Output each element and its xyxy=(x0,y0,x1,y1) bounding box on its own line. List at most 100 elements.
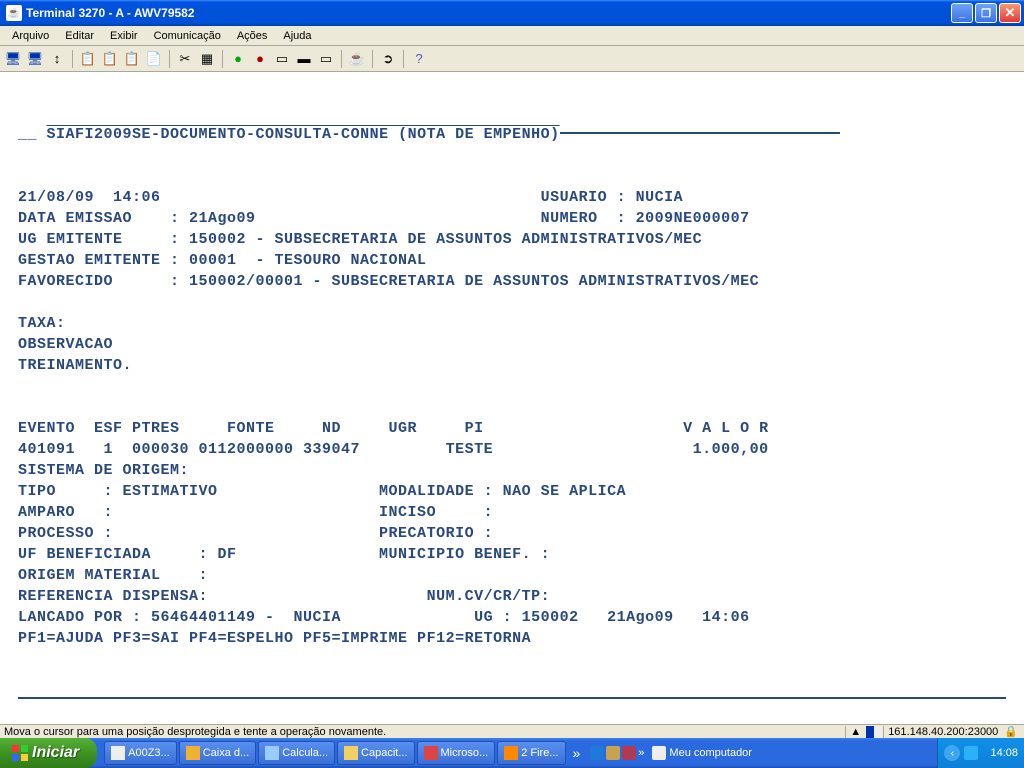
taskbar-item[interactable]: Capacit... xyxy=(337,741,414,765)
taskbar-item[interactable]: Caixa d... xyxy=(179,741,256,765)
terminal-line: TAXA: xyxy=(18,313,1006,334)
connection-icon xyxy=(866,726,882,738)
menu-arquivo[interactable]: Arquivo xyxy=(4,28,57,44)
header-line xyxy=(560,132,840,134)
terminal-line: UF BENEFICIADA : DF MUNICIPIO BENEF. : xyxy=(18,544,1006,565)
terminal-line: PROCESSO : PRECATORIO : xyxy=(18,523,1006,544)
app-icon xyxy=(111,746,125,760)
taskbar-item[interactable]: Calcula... xyxy=(258,741,335,765)
toolbar-separator xyxy=(222,50,223,68)
terminal-line xyxy=(18,376,1006,397)
close-button[interactable]: ✕ xyxy=(999,3,1021,23)
desktop-label[interactable]: Meu computador xyxy=(652,746,752,760)
taskbar-item-label: Caixa d... xyxy=(203,747,249,759)
terminal-line: TREINAMENTO. xyxy=(18,355,1006,376)
toolbar-icon[interactable]: ✂ xyxy=(176,50,194,68)
tray-expand-icon[interactable]: ‹ xyxy=(944,745,960,761)
quick-icon[interactable] xyxy=(622,746,636,760)
terminal-line xyxy=(18,292,1006,313)
scroll-up-icon[interactable]: ▲ xyxy=(845,726,865,738)
taskbar-item-label: 2 Fire... xyxy=(521,747,558,759)
quick-launch: » xyxy=(586,746,648,760)
quick-icon[interactable] xyxy=(606,746,620,760)
toolbar-icon[interactable]: ▭ xyxy=(317,50,335,68)
terminal-line: PF1=AJUDA PF3=SAI PF4=ESPELHO PF5=IMPRIM… xyxy=(18,628,1006,649)
system-tray: ‹ 14:08 xyxy=(937,738,1024,768)
toolbar-icon[interactable]: ▦ xyxy=(198,50,216,68)
terminal-line: EVENTO ESF PTRES FONTE ND UGR PI V A L O… xyxy=(18,418,1006,439)
menubar: Arquivo Editar Exibir Comunicação Ações … xyxy=(0,26,1024,46)
lock-icon: 🔒 xyxy=(1002,725,1020,738)
taskbar-item-label: Calcula... xyxy=(282,747,328,759)
clock: 14:08 xyxy=(990,747,1018,759)
toolbar-separator xyxy=(341,50,342,68)
windows-logo-icon xyxy=(12,745,28,761)
toolbar-icon[interactable]: ➲ xyxy=(379,50,397,68)
taskbar-chevron[interactable]: » xyxy=(573,745,581,761)
toolbar-separator xyxy=(169,50,170,68)
terminal-line: GESTAO EMITENTE : 00001 - TESOURO NACION… xyxy=(18,250,1006,271)
quick-chevron[interactable]: » xyxy=(638,747,644,759)
copy-icon[interactable]: 📋 xyxy=(123,50,141,68)
taskbar-item-label: A00Z3... xyxy=(128,747,170,759)
start-button[interactable]: Iniciar xyxy=(0,738,97,768)
maximize-button[interactable]: ❐ xyxy=(975,3,997,23)
header-text: SIAFI2009SE-DOCUMENTO-CONSULTA-CONNE (NO… xyxy=(47,126,560,143)
tray-icon[interactable] xyxy=(964,746,978,760)
toolbar-icon[interactable]: ▭ xyxy=(273,50,291,68)
toolbar-icon[interactable]: ▬ xyxy=(295,50,313,68)
toolbar-icon[interactable]: ● xyxy=(251,50,269,68)
terminal-line: 401091 1 000030 0112000000 339047 TESTE … xyxy=(18,439,1006,460)
quick-icon[interactable] xyxy=(590,746,604,760)
paste-icon[interactable]: 📄 xyxy=(145,50,163,68)
window-controls: _ ❐ ✕ xyxy=(951,3,1021,23)
menu-editar[interactable]: Editar xyxy=(57,28,102,44)
toolbar: 🖥 🖥 ↕ 📋 📋 📋 📄 ✂ ▦ ● ● ▭ ▬ ▭ ☕ ➲ ? xyxy=(0,46,1024,72)
toolbar-icon[interactable]: ↕ xyxy=(48,50,66,68)
terminal-line: FAVORECIDO : 150002/00001 - SUBSECRETARI… xyxy=(18,271,1006,292)
taskbar-item[interactable]: 2 Fire... xyxy=(497,741,565,765)
terminal-line: OBSERVACAO xyxy=(18,334,1006,355)
taskbar-item-label: Microso... xyxy=(441,747,489,759)
app-icon xyxy=(265,746,279,760)
header-prefix: __ xyxy=(18,126,47,143)
tray-icons xyxy=(964,746,978,760)
minimize-button[interactable]: _ xyxy=(951,3,973,23)
toolbar-icon[interactable]: ● xyxy=(229,50,247,68)
copy-icon[interactable]: 📋 xyxy=(79,50,97,68)
terminal-header: __ SIAFI2009SE-DOCUMENTO-CONSULTA-CONNE … xyxy=(18,124,1006,145)
terminal-line: DATA EMISSAO : 21Ago09 NUMERO : 2009NE00… xyxy=(18,208,1006,229)
terminal-line: TIPO : ESTIMATIVO MODALIDADE : NAO SE AP… xyxy=(18,481,1006,502)
menu-comunicacao[interactable]: Comunicação xyxy=(146,28,229,44)
window-titlebar: ☕ Terminal 3270 - A - AWV79582 _ ❐ ✕ xyxy=(0,0,1024,26)
start-label: Iniciar xyxy=(32,744,79,762)
copy-icon[interactable]: 📋 xyxy=(101,50,119,68)
terminal-screen[interactable]: __ SIAFI2009SE-DOCUMENTO-CONSULTA-CONNE … xyxy=(0,72,1024,724)
terminal-line: SISTEMA DE ORIGEM: xyxy=(18,460,1006,481)
terminal-body: 21/08/09 14:06 USUARIO : NUCIADATA EMISS… xyxy=(18,187,1006,649)
java-icon: ☕ xyxy=(6,5,22,21)
app-icon xyxy=(504,746,518,760)
terminal-line: REFERENCIA DISPENSA: NUM.CV/CR/TP: xyxy=(18,586,1006,607)
menu-ajuda[interactable]: Ajuda xyxy=(275,28,319,44)
taskbar-item[interactable]: Microso... xyxy=(417,741,496,765)
taskbar-items: A00Z3... Caixa d... Calcula... Capacit... Mi… xyxy=(103,741,566,765)
taskbar-item-label: Capacit... xyxy=(361,747,407,759)
terminal-line: LANCADO POR : 56464401149 - NUCIA UG : 1… xyxy=(18,607,1006,628)
status-message: Mova o cursor para uma posição desproteg… xyxy=(4,726,386,738)
terminal-line: AMPARO : INCISO : xyxy=(18,502,1006,523)
toolbar-icon[interactable]: 🖥 xyxy=(26,50,44,68)
menu-exibir[interactable]: Exibir xyxy=(102,28,146,44)
mid-label-text: Meu computador xyxy=(669,747,752,759)
app-icon xyxy=(344,746,358,760)
toolbar-icon[interactable]: ☕ xyxy=(348,50,366,68)
taskbar-item[interactable]: A00Z3... xyxy=(104,741,177,765)
window-title: Terminal 3270 - A - AWV79582 xyxy=(26,6,951,20)
connection-address: 161.148.40.200:23000 xyxy=(883,726,1002,738)
message-bar: Mova o cursor para uma posição desproteg… xyxy=(0,724,1024,738)
terminal-line xyxy=(18,397,1006,418)
toolbar-separator xyxy=(372,50,373,68)
toolbar-icon[interactable]: 🖥 xyxy=(4,50,22,68)
menu-acoes[interactable]: Ações xyxy=(229,28,276,44)
help-icon[interactable]: ? xyxy=(410,50,428,68)
